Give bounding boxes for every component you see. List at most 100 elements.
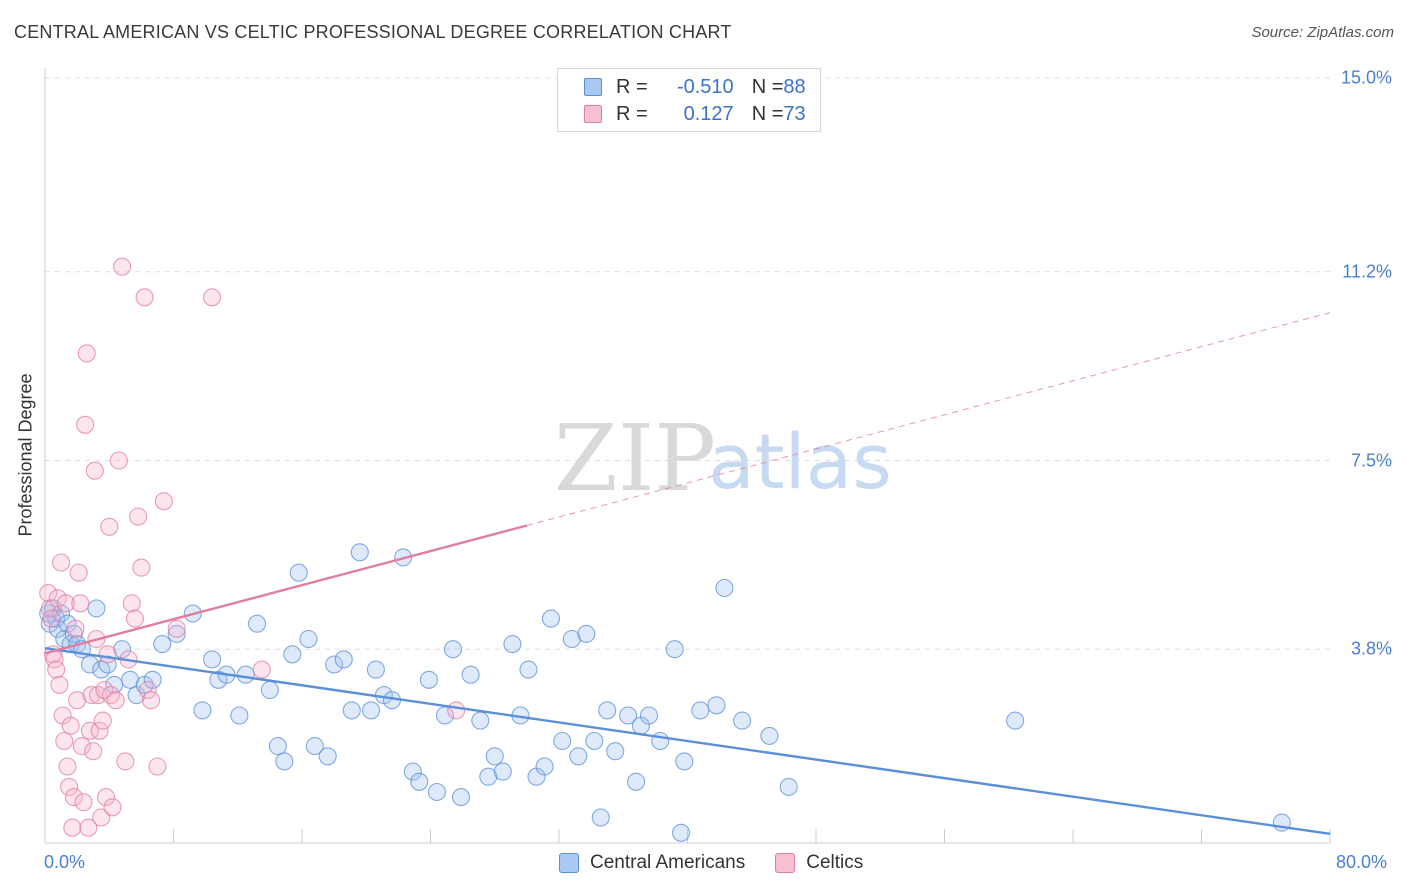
celtic-point <box>113 257 132 276</box>
n-label: N = <box>751 75 784 98</box>
legend-row-celtics: R = 0.127 N = 73 <box>584 103 806 125</box>
central-american-point <box>247 614 267 633</box>
celtic-point <box>79 818 98 837</box>
celtic-point <box>39 584 58 603</box>
central-american-point <box>779 777 798 796</box>
x-tick-min: 0.0% <box>44 852 86 872</box>
central-american-point <box>535 757 554 776</box>
grid-lines <box>45 77 1330 650</box>
central-american-point <box>672 823 691 842</box>
central-american-point <box>325 655 344 674</box>
celtic-point <box>64 788 83 807</box>
celtic-point <box>447 701 466 720</box>
r-value: 0.127 <box>683 102 734 125</box>
celtic-point <box>116 752 135 771</box>
celtic-point <box>56 594 75 613</box>
central-american-point <box>562 629 581 649</box>
legend-row-central-americans: R = -0.510 N = 88 <box>584 76 806 98</box>
y-tick-label: 11.2% <box>1342 261 1392 282</box>
central-american-point <box>153 635 172 654</box>
celtic-point <box>154 492 173 511</box>
central-american-point <box>443 640 463 659</box>
central-american-point <box>366 660 385 679</box>
central-american-point <box>606 742 625 761</box>
celtic-point <box>109 451 128 470</box>
y-tick-label: 7.5% <box>1350 450 1392 470</box>
central-american-point <box>1006 711 1025 730</box>
legend-item-celtics[interactable]: Celtics <box>775 852 863 874</box>
legend-label: Celtics <box>806 852 864 873</box>
r-label: R = <box>616 102 648 125</box>
central-american-point <box>52 604 71 623</box>
celtic-point <box>71 594 90 613</box>
watermark-atlas: atlas <box>708 417 892 506</box>
central-american-point <box>410 772 429 791</box>
legend-swatch-pink <box>775 853 796 873</box>
celtic-point <box>66 619 85 638</box>
watermark: ZIP atlas <box>554 405 892 512</box>
y-tick-label: 3.8% <box>1350 638 1392 659</box>
central-american-point <box>451 788 471 807</box>
celtic-point <box>74 793 93 812</box>
source-label: Source: ZipAtlas.com <box>1251 24 1394 41</box>
celtic-point <box>84 742 103 761</box>
central-american-point <box>627 772 646 791</box>
n-label: N = <box>751 102 784 125</box>
central-american-point <box>305 737 324 756</box>
central-american-point <box>733 711 752 730</box>
central-american-point <box>334 650 353 669</box>
celtic-point <box>93 711 112 730</box>
central-american-point <box>598 701 617 720</box>
legend-swatch-blue <box>584 78 602 96</box>
celtic-point <box>80 721 100 740</box>
central-american-point <box>419 670 438 689</box>
legend-swatch-blue <box>559 853 579 873</box>
central-american-point <box>619 706 638 725</box>
central-american-point <box>193 701 212 720</box>
celtic-point <box>92 808 111 827</box>
central-american-point <box>479 767 498 786</box>
celtic-point <box>47 660 66 679</box>
central-american-point <box>121 670 140 689</box>
celtic-point <box>252 660 271 679</box>
central-american-point <box>268 737 287 756</box>
celtic-point <box>60 777 79 796</box>
central-american-point <box>167 624 186 643</box>
celtic-point <box>106 691 125 710</box>
legend-item-central-americans[interactable]: Central Americans <box>559 852 745 874</box>
central-american-point <box>760 726 779 745</box>
central-american-point <box>485 747 504 766</box>
central-american-point <box>427 782 446 802</box>
central-american-point <box>471 711 490 730</box>
celtic-point <box>50 675 69 694</box>
series-legend: Central Americans Celtics <box>559 852 893 874</box>
n-value: 73 <box>783 102 806 125</box>
y-tick-label: 15.0% <box>1340 67 1392 88</box>
celtic-point <box>63 818 82 837</box>
central-american-point <box>342 701 361 720</box>
central-american-point <box>493 762 512 781</box>
central-american-point <box>503 635 522 654</box>
central-american-point <box>691 701 710 720</box>
celtic-point <box>100 517 119 536</box>
n-value: 88 <box>783 75 806 98</box>
celtic-point <box>42 609 61 628</box>
central-american-point <box>105 675 124 694</box>
celtic-point <box>132 558 151 577</box>
celtic-point <box>141 691 161 710</box>
central-american-point <box>541 609 561 628</box>
central-american-point <box>585 731 604 751</box>
celtic-point <box>69 563 88 582</box>
central-american-point <box>283 645 302 664</box>
central-american-point <box>275 752 294 771</box>
central-american-point <box>260 680 279 700</box>
central-american-point <box>707 696 726 715</box>
celtic-point <box>96 788 116 807</box>
central-american-point <box>87 599 106 618</box>
central-american-point <box>113 640 132 659</box>
central-american-point <box>230 706 249 725</box>
central-american-point <box>203 650 222 669</box>
legend-label: Central Americans <box>590 852 746 873</box>
celtic-point <box>77 344 96 363</box>
